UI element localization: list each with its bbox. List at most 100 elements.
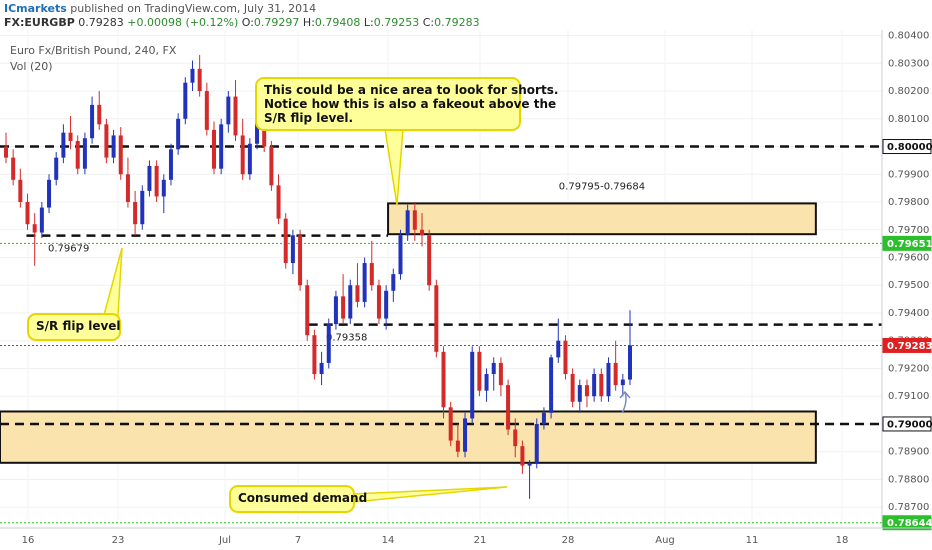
x-tick-label: Aug <box>655 535 675 546</box>
callout-text-line: S/R flip level. <box>264 111 353 125</box>
x-tick-label: 21 <box>474 535 487 546</box>
candle-body <box>305 285 310 336</box>
candle-body <box>376 285 381 319</box>
candle-body <box>455 440 460 452</box>
y-tick-label: 0.78900 <box>888 447 929 458</box>
y-tick-label: 0.79500 <box>888 280 929 291</box>
candle-body <box>61 132 66 158</box>
x-tick-label: 28 <box>562 535 575 546</box>
y-tick-label: 0.80300 <box>888 58 929 69</box>
x-tick-label: 16 <box>22 535 35 546</box>
candle-body <box>398 235 403 275</box>
callout-text-line: Consumed demand <box>238 491 367 505</box>
x-tick-label: 11 <box>746 535 759 546</box>
candle-body <box>183 82 188 119</box>
volume-indicator-label: Vol (20) <box>10 60 53 73</box>
candle-body <box>118 135 123 175</box>
y-tick-label: 0.80100 <box>888 114 929 125</box>
candle-body <box>47 179 52 208</box>
candle-body <box>534 423 539 463</box>
price-axis[interactable] <box>882 30 932 528</box>
candle-body <box>125 174 130 203</box>
candle-body <box>570 374 575 402</box>
candle-body <box>176 118 181 150</box>
zone-range-label: 0.79795-0.79684 <box>559 181 645 192</box>
candle-body <box>32 224 37 233</box>
supply-demand-zone <box>0 410 817 464</box>
candle-body <box>355 285 360 302</box>
price-tag <box>882 139 932 155</box>
x-tick-label: 23 <box>112 535 125 546</box>
candle-body <box>269 146 274 186</box>
x-tick-label: 14 <box>382 535 395 546</box>
candle-body <box>326 324 331 363</box>
candle-body <box>204 91 209 130</box>
open-label: O: <box>241 16 254 29</box>
y-tick-label: 0.79900 <box>888 169 929 180</box>
candle-body <box>420 229 424 236</box>
candle-body <box>190 68 195 83</box>
candle-body <box>592 374 597 397</box>
candle-body <box>133 202 138 225</box>
callout-text-line: Notice how this is also a fakeout above … <box>264 97 556 111</box>
candle-body <box>470 351 475 419</box>
candle-body <box>556 340 561 358</box>
candle-body <box>541 412 546 424</box>
level-value-label: 0.79358 <box>326 333 367 344</box>
candle-body <box>168 149 173 180</box>
open-value: 0.79297 <box>253 16 300 29</box>
candle-body <box>219 124 224 169</box>
last-price: 0.79283 <box>78 16 124 29</box>
candle-body <box>463 418 468 452</box>
price-tag <box>882 235 932 251</box>
candle-body <box>441 351 446 408</box>
candle-body <box>613 362 618 386</box>
candle-body <box>75 140 80 169</box>
candle-body <box>606 362 611 397</box>
candle-body <box>82 138 87 169</box>
candle-body <box>628 345 632 380</box>
candles-layer <box>4 54 632 499</box>
candle-body <box>391 274 396 291</box>
candle-body <box>97 104 102 125</box>
candle-body <box>599 374 604 397</box>
callout-text-line: S/R flip level <box>36 319 121 333</box>
candle-body <box>54 157 59 180</box>
candle-body <box>276 185 281 219</box>
candle-body <box>477 351 482 391</box>
candle-body <box>11 157 16 180</box>
candle-body <box>68 132 73 141</box>
price-chart[interactable]: 0.79795-0.79684 0.79679 0.79358 This coul… <box>0 30 932 550</box>
candle-body <box>584 385 589 397</box>
y-tick-label: 0.78800 <box>888 474 929 485</box>
published-text: published on TradingView.com, July 31, 2… <box>70 2 317 15</box>
candle-body <box>549 357 554 413</box>
y-tick-label: 0.79800 <box>888 197 929 208</box>
candle-body <box>290 235 295 264</box>
y-tick-label: 0.80400 <box>888 31 929 42</box>
callout-box <box>27 313 121 341</box>
callout-box <box>255 77 521 131</box>
price-tag-value: 0.79651 <box>887 239 932 250</box>
price-tags: 0.80000 0.79651 0.79283 0.79000 0.78644 <box>882 139 932 531</box>
y-tick-label: 0.80200 <box>888 86 929 97</box>
candle-body <box>4 146 8 158</box>
symbol-label[interactable]: FX:EURGBP <box>4 16 75 29</box>
candle-body <box>448 407 453 441</box>
candle-body <box>233 96 238 136</box>
candle-body <box>341 296 346 319</box>
callout-box <box>229 485 355 513</box>
low-value: 0.79253 <box>373 16 420 29</box>
candle-body <box>240 135 245 175</box>
candle-body <box>90 104 95 139</box>
arrow-icon <box>619 390 631 414</box>
candle-body <box>212 129 216 169</box>
candle-body <box>527 462 532 466</box>
candle-body <box>197 68 202 92</box>
y-tick-label: 0.78700 <box>888 502 929 513</box>
price-tag-value: 0.80000 <box>887 142 932 153</box>
callout-text-line: This could be a nice area to look for sh… <box>264 83 558 97</box>
candle-body <box>348 285 353 319</box>
publisher-name[interactable]: ICmarkets <box>4 2 67 15</box>
candle-body <box>369 263 374 286</box>
